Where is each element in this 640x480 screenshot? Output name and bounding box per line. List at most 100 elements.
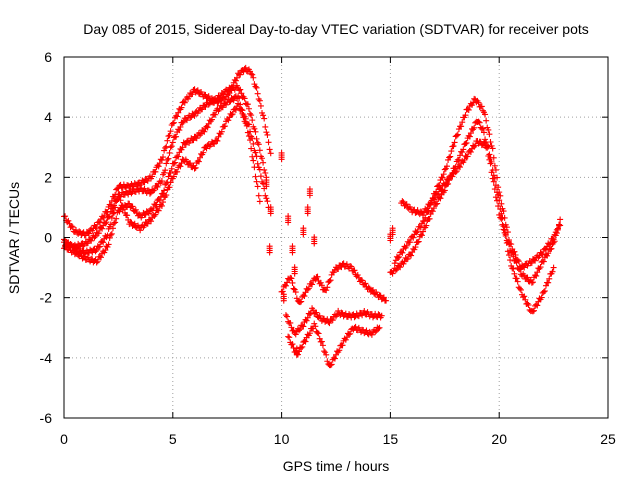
data-point	[289, 279, 296, 286]
data-point	[193, 135, 200, 142]
data-point	[252, 149, 259, 156]
data-point	[504, 229, 511, 236]
data-point	[282, 312, 289, 319]
data-point	[290, 285, 297, 292]
data-point	[447, 153, 454, 160]
data-point	[435, 190, 442, 197]
data-point	[315, 330, 322, 337]
data-point	[505, 252, 512, 259]
x-tick-label: 0	[60, 431, 68, 447]
data-point	[97, 254, 104, 261]
data-point	[263, 195, 270, 202]
data-point	[303, 317, 310, 324]
data-point	[340, 260, 347, 267]
data-point	[511, 270, 518, 277]
data-point	[532, 257, 539, 264]
data-point	[250, 157, 257, 164]
data-point	[416, 223, 423, 230]
data-point	[507, 257, 514, 264]
data-point	[324, 358, 331, 365]
data-point	[498, 210, 505, 217]
data-point	[171, 159, 178, 166]
data-point	[169, 120, 176, 127]
data-point	[485, 143, 492, 150]
chart-title: Day 085 of 2015, Sidereal Day-to-day VTE…	[83, 21, 589, 37]
data-point	[522, 296, 529, 303]
data-point	[426, 215, 433, 222]
data-point	[495, 191, 502, 198]
data-point	[470, 99, 477, 106]
data-point	[180, 118, 187, 125]
data-point	[107, 221, 114, 228]
series-recovery-track-1	[387, 118, 564, 286]
data-point	[289, 341, 296, 348]
data-point	[375, 325, 382, 332]
data-point	[296, 327, 303, 334]
data-point	[151, 187, 158, 194]
data-point	[392, 267, 399, 274]
data-point	[437, 195, 444, 202]
data-point	[217, 93, 224, 100]
data-point	[249, 117, 256, 124]
data-point	[475, 99, 482, 106]
data-point	[323, 351, 330, 358]
data-point	[249, 135, 256, 142]
data-point	[177, 163, 184, 170]
data-point	[167, 169, 174, 176]
data-point	[361, 308, 368, 315]
data-point	[414, 239, 421, 246]
data-point	[389, 270, 396, 277]
data-point	[165, 173, 172, 180]
data-point	[446, 154, 453, 161]
data-point	[248, 70, 255, 77]
data-point	[324, 284, 331, 291]
y-tick-label: -2	[40, 290, 53, 306]
series-scattered	[263, 149, 396, 358]
data-point	[201, 128, 208, 135]
data-point	[160, 154, 167, 161]
scatter-point	[389, 225, 396, 232]
data-point	[471, 143, 478, 150]
data-point	[152, 168, 159, 175]
data-point	[173, 133, 180, 140]
data-point	[521, 293, 528, 300]
data-point	[510, 265, 517, 272]
data-point	[94, 258, 101, 265]
data-point	[245, 105, 252, 112]
data-point	[214, 137, 221, 144]
data-point	[455, 156, 462, 163]
data-point	[235, 100, 242, 107]
data-point	[254, 90, 261, 97]
data-point	[352, 323, 359, 330]
scatter-point	[280, 291, 287, 298]
data-point	[309, 281, 316, 288]
data-point	[304, 314, 311, 321]
data-point	[218, 128, 225, 135]
data-point	[534, 269, 541, 276]
data-point	[256, 147, 263, 154]
data-point	[336, 347, 343, 354]
data-point	[236, 95, 243, 102]
data-point	[550, 264, 557, 271]
data-point	[508, 241, 515, 248]
data-point	[430, 205, 437, 212]
data-point	[446, 177, 453, 184]
scatter-point	[291, 264, 298, 271]
data-point	[298, 344, 305, 351]
data-point	[163, 143, 170, 150]
data-point	[132, 206, 139, 213]
data-point	[194, 158, 201, 165]
data-point	[284, 279, 291, 286]
series-night-track-2	[282, 305, 385, 338]
data-point	[503, 224, 510, 231]
data-point	[160, 199, 167, 206]
data-point	[237, 86, 244, 93]
data-point	[168, 143, 175, 150]
data-point	[160, 190, 167, 197]
data-point	[521, 264, 528, 271]
data-point	[486, 151, 493, 158]
data-point	[253, 153, 260, 160]
data-point	[150, 187, 157, 194]
data-point	[300, 323, 307, 330]
data-point	[223, 101, 230, 108]
